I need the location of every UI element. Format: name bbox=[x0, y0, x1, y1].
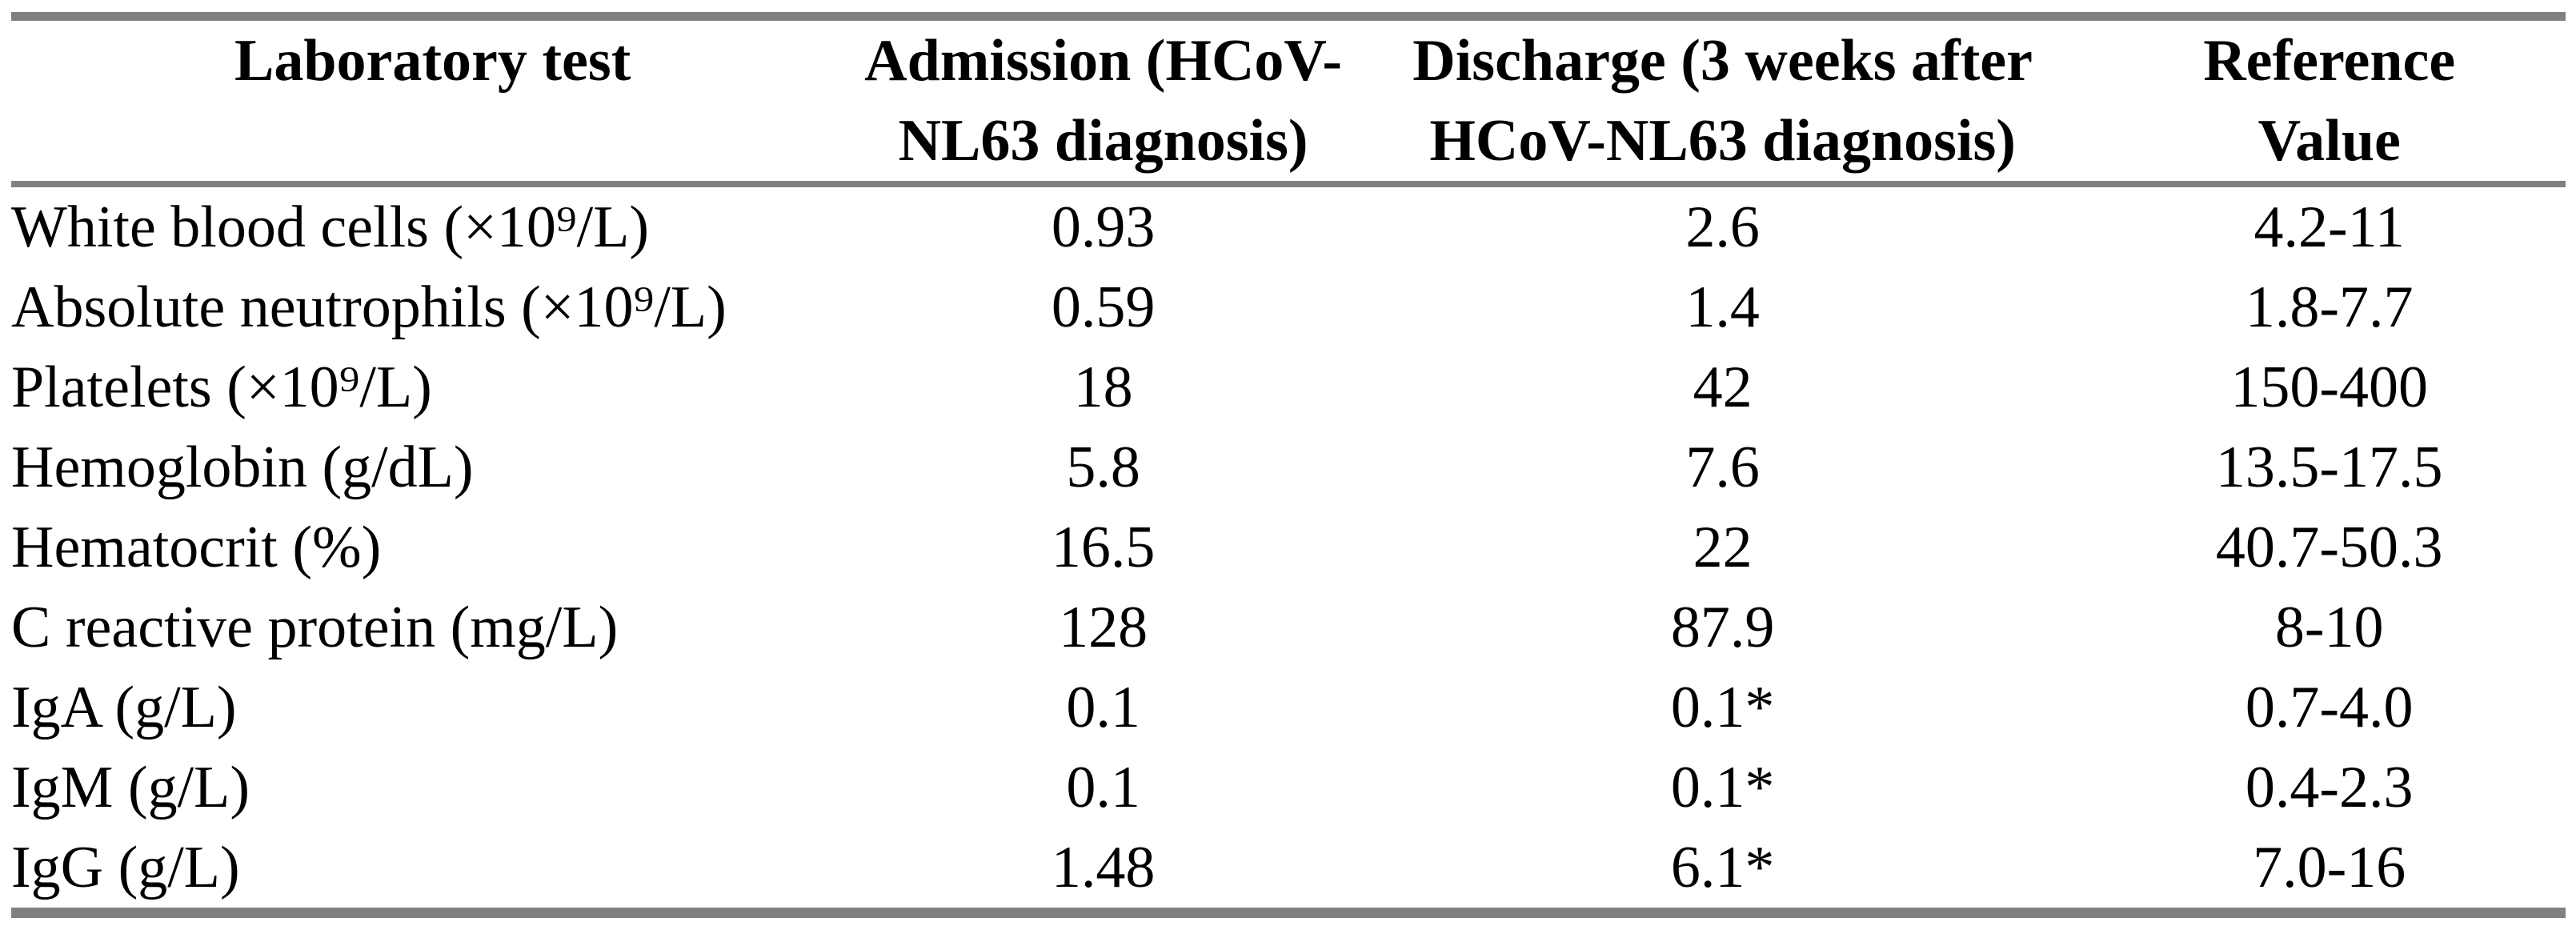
cell-admission-value: 1.48 bbox=[1051, 834, 1156, 900]
cell-reference-value: 4.2-11 bbox=[2253, 194, 2405, 260]
header-row: Laboratory test Admission (HCoV- NL63 di… bbox=[11, 17, 2566, 185]
col-header-reference-value: Reference Value bbox=[2093, 17, 2566, 185]
cell-reference-value: 13.5-17.5 bbox=[2215, 434, 2443, 500]
header-text-line1: Discharge (3 weeks after bbox=[1412, 28, 2033, 94]
table-row: Hemoglobin (g/dL) 5.8 7.6 13.5-17.5 bbox=[11, 427, 2566, 507]
table-row: Absolute neutrophils (×10⁹/L) 0.59 1.4 1… bbox=[11, 267, 2566, 347]
cell-test-name: Hemoglobin (g/dL) bbox=[11, 434, 474, 500]
cell-discharge-value: 87.9 bbox=[1670, 594, 1775, 660]
cell-test-name: Hematocrit (%) bbox=[11, 514, 382, 580]
table-row: White blood cells (×10⁹/L) 0.93 2.6 4.2-… bbox=[11, 184, 2566, 267]
col-header-admission: Admission (HCoV- NL63 diagnosis) bbox=[854, 17, 1352, 185]
cell-reference-value: 7.0-16 bbox=[2253, 834, 2406, 900]
cell-admission-value: 0.59 bbox=[1051, 274, 1156, 340]
header-text: Laboratory test bbox=[234, 28, 631, 94]
header-text-line2: Value bbox=[2258, 108, 2401, 174]
cell-admission-value: 5.8 bbox=[1066, 434, 1140, 500]
cell-reference-value: 0.7-4.0 bbox=[2245, 674, 2414, 740]
lab-results-table-container: Laboratory test Admission (HCoV- NL63 di… bbox=[11, 12, 2566, 918]
cell-discharge-value: 2.6 bbox=[1685, 194, 1760, 260]
cell-reference-value: 8-10 bbox=[2274, 594, 2384, 660]
cell-discharge-value: 7.6 bbox=[1685, 434, 1760, 500]
header-text-line2: NL63 diagnosis) bbox=[898, 108, 1308, 174]
cell-discharge-value: 0.1* bbox=[1670, 754, 1775, 820]
cell-admission-value: 0.1 bbox=[1066, 754, 1140, 820]
cell-discharge-value: 42 bbox=[1693, 354, 1753, 420]
cell-test-name: IgA (g/L) bbox=[11, 674, 237, 740]
cell-admission-value: 16.5 bbox=[1051, 514, 1156, 580]
cell-test-name: IgG (g/L) bbox=[11, 834, 240, 900]
table-row: C reactive protein (mg/L) 128 87.9 8-10 bbox=[11, 587, 2566, 667]
header-text-line1: Admission (HCoV- bbox=[864, 28, 1342, 94]
cell-test-name: Absolute neutrophils (×10⁹/L) bbox=[11, 274, 727, 340]
cell-test-name: C reactive protein (mg/L) bbox=[11, 594, 619, 660]
table-row: IgG (g/L) 1.48 6.1* 7.0-16 bbox=[11, 828, 2566, 913]
header-text-line1: Reference bbox=[2203, 28, 2456, 94]
cell-discharge-value: 6.1* bbox=[1670, 834, 1775, 900]
table-row: IgA (g/L) 0.1 0.1* 0.7-4.0 bbox=[11, 667, 2566, 748]
cell-reference-value: 150-400 bbox=[2230, 354, 2429, 420]
header-text-line2: HCoV-NL63 diagnosis) bbox=[1429, 108, 2016, 174]
table-row: IgM (g/L) 0.1 0.1* 0.4-2.3 bbox=[11, 748, 2566, 828]
cell-admission-value: 18 bbox=[1073, 354, 1133, 420]
cell-test-name: IgM (g/L) bbox=[11, 754, 250, 820]
cell-discharge-value: 22 bbox=[1693, 514, 1753, 580]
col-header-discharge: Discharge (3 weeks after HCoV-NL63 diagn… bbox=[1352, 17, 2093, 185]
cell-reference-value: 40.7-50.3 bbox=[2215, 514, 2443, 580]
cell-test-name: Platelets (×10⁹/L) bbox=[11, 354, 432, 420]
lab-results-table: Laboratory test Admission (HCoV- NL63 di… bbox=[11, 12, 2566, 918]
col-header-laboratory-test: Laboratory test bbox=[11, 17, 854, 185]
cell-admission-value: 0.1 bbox=[1066, 674, 1140, 740]
cell-discharge-value: 1.4 bbox=[1685, 274, 1760, 340]
table-row: Platelets (×10⁹/L) 18 42 150-400 bbox=[11, 347, 2566, 427]
table-row: Hematocrit (%) 16.5 22 40.7-50.3 bbox=[11, 507, 2566, 587]
cell-test-name: White blood cells (×10⁹/L) bbox=[11, 194, 650, 260]
cell-admission-value: 128 bbox=[1059, 594, 1148, 660]
cell-discharge-value: 0.1* bbox=[1670, 674, 1775, 740]
cell-reference-value: 1.8-7.7 bbox=[2245, 274, 2414, 340]
cell-admission-value: 0.93 bbox=[1051, 194, 1156, 260]
cell-reference-value: 0.4-2.3 bbox=[2245, 754, 2414, 820]
